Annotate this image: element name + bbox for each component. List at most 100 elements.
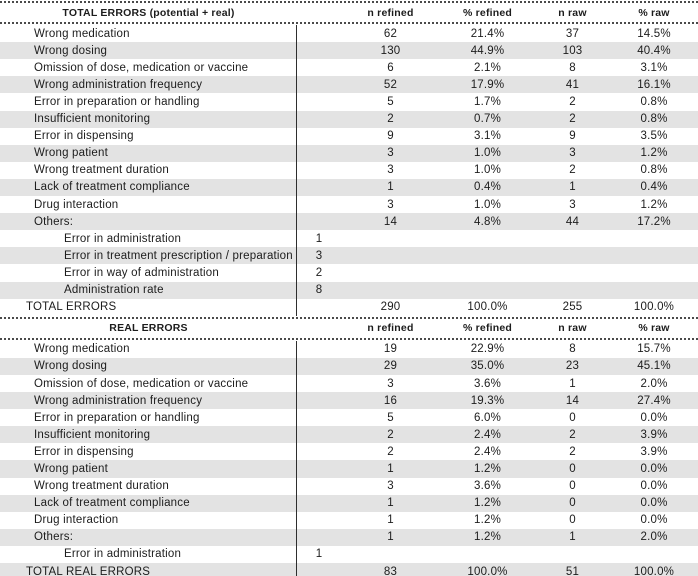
sub-count (297, 341, 341, 358)
pct-raw-value (610, 282, 698, 299)
pct-refined-value: 2.1% (473, 61, 501, 74)
n-raw-value: 41 (565, 78, 580, 91)
sub-count (297, 512, 341, 529)
pct-refined-value: 0.4% (473, 181, 501, 194)
n-refined-value: 5 (387, 96, 394, 109)
col-header-pct-raw: % raw (638, 6, 670, 19)
sub-column-header (297, 4, 341, 21)
n-raw-value: 0 (569, 480, 576, 493)
n-refined-value (341, 546, 440, 563)
n-raw-value: 2 (569, 96, 576, 109)
pct-raw-value (610, 264, 698, 281)
table-row: Insufficient monitoring 2 0.7% 2 0.8% (0, 110, 698, 128)
pct-raw-value: 0.0% (640, 514, 668, 527)
n-raw-value: 51 (565, 565, 580, 576)
row-label: Error in dispensing (0, 127, 297, 145)
row-label: Omission of dose, medication or vaccine (0, 374, 297, 393)
row-label: Insufficient monitoring (0, 426, 297, 444)
pct-raw-value: 0.4% (640, 181, 668, 194)
table-row: Wrong patient 3 1.0% 3 1.2% (0, 144, 698, 162)
table-row: TOTAL REAL ERRORS 83 100.0% 51 100.0% (0, 563, 698, 576)
n-refined-value: 29 (383, 360, 398, 373)
sub-count (297, 460, 341, 477)
row-label: Wrong administration frequency (0, 392, 297, 410)
n-raw-value: 103 (562, 44, 583, 57)
pct-refined-value: 44.9% (470, 44, 505, 57)
n-raw-value: 1 (569, 377, 576, 390)
table-row: Wrong treatment duration 3 3.6% 0 0.0% (0, 477, 698, 495)
pct-raw-value (610, 546, 698, 563)
sub-count (297, 529, 341, 546)
pct-refined-value: 3.1% (473, 130, 501, 143)
sub-count: 1 (315, 548, 323, 561)
n-raw-value (535, 282, 610, 299)
sub-count (297, 128, 341, 145)
n-raw-value: 2 (569, 445, 576, 458)
table-row: Others: 14 4.8% 44 17.2% (0, 213, 698, 231)
row-label: TOTAL REAL ERRORS (0, 563, 297, 576)
n-refined-value (341, 247, 440, 264)
table-row: Lack of treatment compliance 1 0.4% 1 0.… (0, 178, 698, 197)
table-row: Wrong dosing 130 44.9% 103 40.4% (0, 42, 698, 60)
row-label: Omission of dose, medication or vaccine (0, 59, 297, 77)
table-row: TOTAL ERRORS 290 100.0% 255 100.0% (0, 298, 698, 316)
pct-raw-value: 3.1% (640, 61, 668, 74)
n-refined-value: 1 (387, 531, 394, 544)
col-header-pct-refined: % refined (462, 6, 513, 19)
n-raw-value: 2 (569, 428, 576, 441)
pct-refined-value: 2.4% (473, 428, 501, 441)
pct-raw-value (610, 230, 698, 247)
table-top-border (0, 1, 698, 3)
table-row: Wrong treatment duration 3 1.0% 2 0.8% (0, 161, 698, 179)
sub-count (297, 111, 341, 128)
pct-raw-value: 15.7% (637, 343, 671, 356)
section-header-divider (0, 22, 698, 25)
n-raw-value: 2 (569, 113, 576, 126)
pct-raw-value: 1.2% (640, 147, 668, 160)
pct-refined-value: 0.7% (473, 113, 501, 126)
pct-refined-value: 17.9% (470, 78, 505, 91)
row-label: Lack of treatment compliance (0, 178, 297, 197)
sub-count (297, 409, 341, 426)
sub-count (297, 478, 341, 495)
pct-refined-value: 1.0% (473, 198, 501, 211)
pct-raw-value: 45.1% (637, 360, 671, 373)
pct-refined-value: 1.2% (473, 531, 501, 544)
table-row: Error in treatment prescription / prepar… (0, 247, 698, 265)
n-refined-value (341, 264, 440, 281)
sub-count (297, 179, 341, 196)
sub-count (297, 358, 341, 375)
n-raw-value: 44 (565, 215, 580, 228)
sub-count (297, 162, 341, 179)
table-row: Error in way of administration 2 (0, 264, 698, 282)
section-title: TOTAL ERRORS (potential + real) (62, 6, 235, 19)
pct-raw-value: 3.9% (640, 445, 668, 458)
n-refined-value: 130 (380, 44, 401, 57)
pct-refined-value: 1.2% (473, 462, 501, 475)
n-refined-value: 5 (387, 411, 394, 424)
row-label: Error in administration (0, 230, 297, 248)
sub-count: 8 (315, 284, 323, 297)
row-label: Drug interaction (0, 511, 297, 529)
table-row: Error in administration 1 (0, 230, 698, 248)
n-raw-value: 0 (569, 514, 576, 527)
table-row: Wrong administration frequency 16 19.3% … (0, 392, 698, 410)
table-row: Error in administration 1 (0, 545, 698, 563)
table-row: Omission of dose, medication or vaccine … (0, 374, 698, 393)
sub-count (297, 76, 341, 93)
n-refined-value: 14 (383, 215, 398, 228)
pct-refined-value: 3.6% (473, 377, 501, 390)
table-row: Wrong patient 1 1.2% 0 0.0% (0, 460, 698, 478)
sub-count: 1 (315, 232, 323, 245)
table-row: Error in preparation or handling 5 6.0% … (0, 409, 698, 427)
table-row: Drug interaction 1 1.2% 0 0.0% (0, 511, 698, 529)
pct-refined-value: 22.9% (470, 343, 505, 356)
n-raw-value: 3 (569, 147, 576, 160)
row-label: Error in administration (0, 545, 297, 563)
sub-count (297, 299, 341, 316)
sub-count (297, 213, 341, 230)
n-refined-value (341, 282, 440, 299)
n-refined-value: 52 (383, 78, 398, 91)
n-raw-value: 255 (562, 301, 583, 314)
